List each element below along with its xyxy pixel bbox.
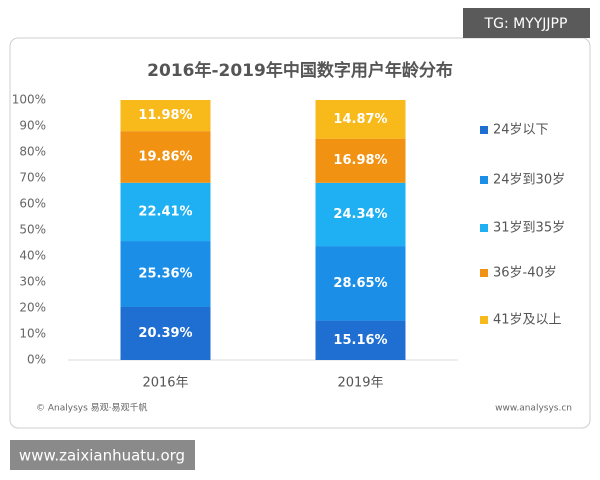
value-label: 19.86% [138,149,192,164]
bar-segment [120,241,211,307]
bar-segment [120,182,211,242]
x-tick-label: 2016年 [142,376,188,391]
bar-segment [315,138,406,183]
site: www.zaixianhuatu.org [19,447,185,465]
tag: TG: MYYJJPP [484,16,568,32]
legend-label: 41岁及以上 [493,313,562,328]
bar-segment [315,320,406,360]
source: © Analysys 易观·易观千帆 [36,402,148,414]
value-label: 14.87% [333,112,387,127]
value-label: 16.98% [333,153,387,168]
y-tick-label: 30% [19,275,46,289]
y-tick-label: 80% [19,145,46,159]
tag-box [463,8,590,38]
value-label: 15.16% [333,333,387,348]
site-box [10,440,195,470]
y-tick-label: 90% [19,119,46,133]
value-label: 28.65% [333,276,387,291]
legend-swatch [480,269,488,277]
value-label: 11.98% [138,108,192,123]
legend-label: 24岁以下 [493,123,549,138]
legend-swatch [480,126,488,134]
chart-title: 2016年-2019年中国数字用户年龄分布 [147,60,453,81]
bar-segment [120,306,211,360]
value-label: 25.36% [138,267,192,282]
website: www.analysys.cn [495,404,572,414]
bar-segment [315,100,406,139]
value-label: 24.34% [333,207,387,222]
legend-swatch [480,316,488,324]
y-tick-label: 0% [27,353,46,367]
value-label: 22.41% [138,204,192,219]
y-tick-label: 100% [12,93,46,107]
bar-segment [315,182,406,247]
legend-swatch [480,176,488,184]
y-tick-label: 40% [19,249,46,263]
y-tick-label: 60% [19,197,46,211]
bar-segment [120,100,211,132]
y-tick-label: 10% [19,327,46,341]
y-tick-label: 70% [19,171,46,185]
legend-swatch [480,224,488,232]
value-label: 20.39% [138,326,192,341]
bar-segment [315,246,406,321]
y-tick-label: 20% [19,301,46,315]
legend-label: 24岁到30岁 [493,173,565,188]
legend-label: 36岁-40岁 [493,266,557,281]
legend-label: 31岁到35岁 [493,221,565,236]
y-tick-label: 50% [19,223,46,237]
x-tick-label: 2019年 [337,376,383,391]
bar-segment [120,131,211,183]
